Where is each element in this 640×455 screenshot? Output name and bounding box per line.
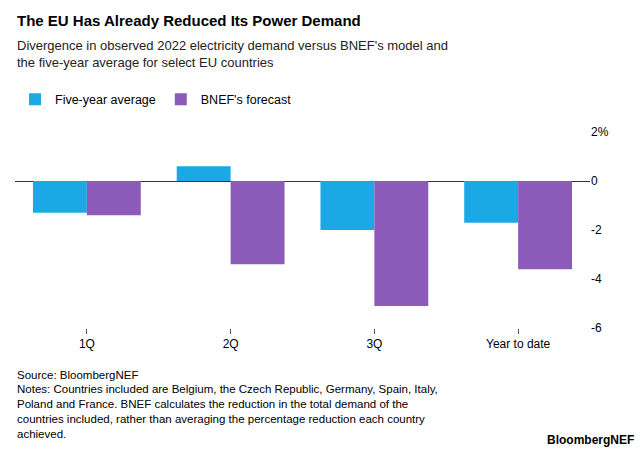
- svg-text:Five-year average: Five-year average: [55, 93, 156, 107]
- svg-text:BloombergNEF: BloombergNEF: [547, 433, 634, 447]
- svg-text:The EU Has Already Reduced Its: The EU Has Already Reduced Its Power Dem…: [17, 12, 361, 29]
- svg-text:Notes: Countries included are: Notes: Countries included are Belgium, t…: [17, 383, 438, 440]
- svg-text:-2: -2: [591, 223, 602, 237]
- svg-text:0: 0: [591, 174, 598, 188]
- svg-text:1Q: 1Q: [79, 337, 95, 351]
- svg-text:Year to date: Year to date: [486, 337, 551, 351]
- svg-text:2%: 2%: [591, 125, 609, 139]
- svg-text:3Q: 3Q: [366, 337, 382, 351]
- svg-text:Divergence in observed 2022 el: Divergence in observed 2022 electricity …: [17, 38, 448, 70]
- svg-text:-6: -6: [591, 321, 602, 335]
- svg-text:Source: BloombergNEF: Source: BloombergNEF: [17, 369, 138, 381]
- svg-text:BNEF's forecast: BNEF's forecast: [201, 93, 291, 107]
- svg-text:-4: -4: [591, 272, 602, 286]
- svg-text:2Q: 2Q: [223, 337, 239, 351]
